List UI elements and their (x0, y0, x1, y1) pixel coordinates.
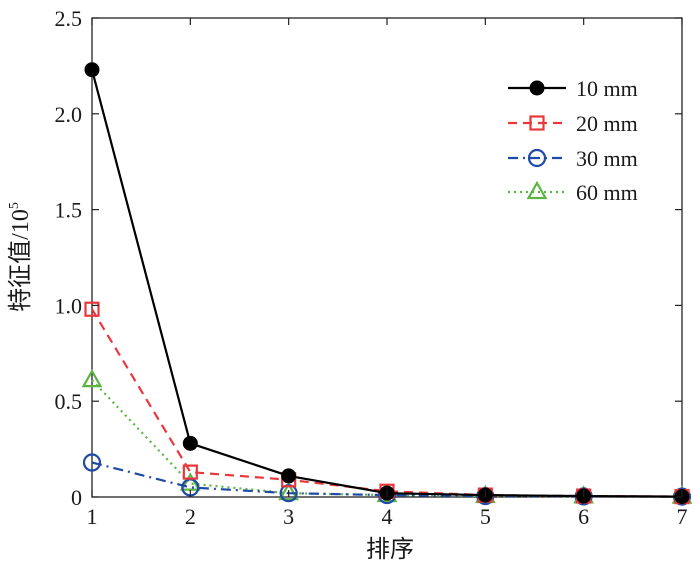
legend-item: 10 mm (508, 76, 638, 101)
legend-item: 60 mm (508, 180, 638, 205)
x-tick-label: 4 (382, 504, 393, 529)
legend-swatch-marker (529, 80, 545, 96)
y-tick-label: 1.0 (55, 293, 83, 318)
x-axis-title: 排序 (366, 536, 414, 563)
legend-swatch-marker (529, 115, 545, 131)
data-point (182, 464, 198, 480)
legend-label: 30 mm (576, 146, 638, 171)
x-tick-label: 1 (87, 504, 98, 529)
series-20mm (84, 301, 690, 505)
x-tick-label: 6 (578, 504, 589, 529)
y-tick-label: 0 (71, 485, 82, 510)
x-tick-label: 7 (677, 504, 688, 529)
data-point (179, 472, 201, 491)
legend-label: 10 mm (576, 76, 638, 101)
legend-swatch-marker (527, 148, 547, 168)
legend-label: 20 mm (576, 111, 638, 136)
legend-swatch-marker (526, 180, 548, 200)
x-tick-label: 5 (480, 504, 491, 529)
y-tick-label: 1.5 (55, 198, 83, 223)
legend-item: 20 mm (508, 111, 638, 136)
data-point (182, 435, 198, 451)
y-tick-label: 0.5 (55, 389, 83, 414)
y-tick-label: 2.0 (55, 102, 83, 127)
y-tick-label: 2.5 (55, 6, 83, 31)
data-point (278, 481, 300, 501)
series-line (91, 379, 683, 498)
x-tick-label: 3 (283, 504, 294, 529)
x-tick-label: 2 (185, 504, 196, 529)
legend: 10 mm 20 mm 30 mm 60 mm (508, 76, 638, 205)
data-point (82, 453, 102, 472)
data-point (81, 368, 103, 388)
y-axis-title: 特征值/105 (7, 202, 34, 312)
data-point (84, 301, 100, 317)
series-60mm (81, 368, 693, 504)
y-axis-title-exponent: 5 (7, 202, 22, 209)
y-axis-title-main: 特征值/10 (7, 209, 34, 312)
tick-layer: 1 2 3 4 5 6 7 0 0.5 1.0 1.5 2.0 2.5 (55, 6, 688, 529)
data-point (84, 62, 100, 78)
data-point (281, 468, 297, 484)
legend-item: 30 mm (508, 146, 638, 171)
legend-label: 60 mm (576, 180, 638, 205)
